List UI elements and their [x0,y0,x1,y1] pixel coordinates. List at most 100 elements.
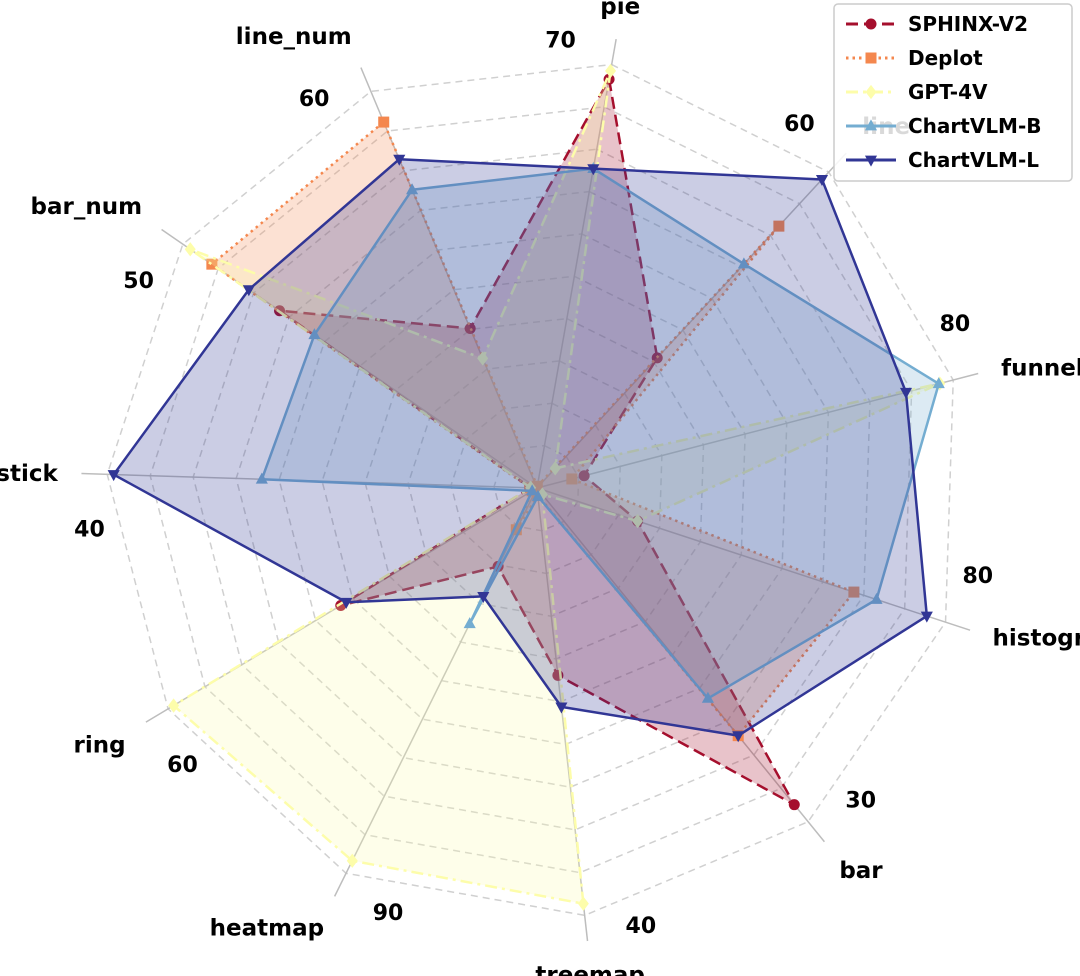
axis-max-label-histogram: 80 [963,564,994,589]
legend-item-GPT-4V: GPT-4V [846,80,988,104]
grid-ring [235,190,830,788]
legend-item-Deplot: Deplot [846,46,983,70]
series-GPT-4V-point [477,351,489,366]
series-GPT-4V [168,63,946,911]
series-Deplot-point [848,586,860,598]
series-line-ChartVLM-B [260,167,941,700]
spoke-heatmap [333,487,538,897]
series-GPT-4V-point [184,242,196,257]
axis-label-funnel: funnel [1001,356,1080,382]
series-ChartVLM-L-point [393,154,406,166]
series-Deplot-point [510,524,522,536]
series-ChartVLM-B-point [531,489,544,501]
axis-max-label-bar: 30 [845,789,876,814]
series-ChartVLM-L-point [107,470,120,482]
series-ChartVLM-L-point [477,591,490,603]
legend-marker-Deplot-point [865,52,877,64]
series-ChartVLM-B [255,162,945,703]
legend-label: GPT-4V [908,80,988,104]
series-area-ChartVLM-B [261,168,939,699]
axis-max-label-line: 60 [784,112,815,137]
series-area-GPT-4V [173,70,940,904]
axis-label-candlestick: candlestick [0,461,58,487]
axis-max-label-heatmap: 90 [373,901,404,926]
axis-max-label-funnel: 80 [940,312,971,337]
axis-label-bar: bar [839,858,883,884]
series-SPHINX-V2-point [788,799,800,811]
series-ChartVLM-L-point [242,285,255,297]
series-SPHINX-V2-point [578,470,590,482]
axis-max-label-candlestick: 40 [74,518,105,543]
series-ChartVLM-L-point [920,611,933,623]
spoke-pie [536,38,617,489]
series-Deplot-point [378,116,390,128]
grid-ring [106,63,954,917]
series-GPT-4V-point [549,461,561,476]
legend-box [833,3,1073,182]
spoke-treemap [536,487,589,942]
series-ChartVLM-L-point [587,164,600,176]
axis-max-label-ring: 60 [167,753,198,778]
legend-item-SPHINX-V2: SPHINX-V2 [846,12,1028,36]
grid-ring [278,233,788,746]
axis-max-label-line_num: 60 [299,87,330,112]
legend-label: ChartVLM-B [908,114,1042,138]
legend-marker-ChartVLM-B-point [864,119,878,131]
series-ChartVLM-B-point [932,377,945,389]
legend-item-ChartVLM-B: ChartVLM-B [846,114,1042,138]
series-ChartVLM-B-point [526,484,539,496]
series-ChartVLM-L-point [815,175,829,187]
legend: SPHINX-V2 Deplot GPT-4V ChartVLM-B ChartVLM-… [833,3,1073,182]
series-ChartVLM-B-point [406,183,419,195]
series-line-ChartVLM-L [112,157,929,737]
axis-label-histogram: histogram [993,626,1080,652]
series-line-Deplot [210,120,856,737]
series-ChartVLM-B-point [737,257,750,269]
axis-label-bar_num: bar_num [31,194,143,220]
series-ChartVLM-L-point [555,702,568,714]
legend-item-ChartVLM-L: ChartVLM-L [846,148,1039,172]
series-ChartVLM-L-point [899,387,913,399]
axis-label-heatmap: heatmap [210,916,324,942]
spoke-histogram [536,487,971,631]
series-ChartVLM-L-point [340,597,353,609]
spoke-line [536,152,847,489]
axis-label-line_num: line_num [236,24,352,50]
legend-label: ChartVLM-L [908,148,1039,172]
series-ChartVLM-B-point [701,691,714,703]
axis-label-pie: pie [600,0,640,20]
series-GPT-4V-point [346,853,358,868]
legend-marker-SPHINX-V2-point [865,18,877,30]
legend-marker-ChartVLM-L-point [864,155,878,167]
axis-max-label-pie: 70 [545,28,576,53]
series-GPT-4V-point [577,896,589,911]
series-ChartVLM-L-point [732,731,745,743]
series-GPT-4V-point [605,63,617,79]
series-ChartVLM-B-point [255,472,268,484]
series-line-SPHINX-V2 [278,77,796,806]
series-Deplot-point [773,220,785,232]
grid-ring [192,148,871,831]
series-area-ChartVLM-L [113,159,927,736]
series-GPT-4V-point [632,513,644,529]
legend-marker-GPT-4V-point [865,84,877,100]
series-area-SPHINX-V2 [279,79,795,805]
series-ChartVLM-B-point [308,328,321,340]
grid-ring [364,317,705,660]
axis-label-treemap: treemap [535,962,645,976]
series-Deplot-point [206,258,218,270]
axis-max-label-bar_num: 50 [123,269,154,294]
series-line-GPT-4V [172,69,942,905]
series-GPT-4V-point [168,698,180,713]
series-area-Deplot [211,122,854,736]
series-ChartVLM-L [107,154,933,743]
series-ChartVLM-B-point [463,617,476,629]
grid-ring [321,275,746,703]
legend-label: SPHINX-V2 [908,12,1028,36]
grid-ring [450,402,622,575]
axis-label-ring: ring [74,732,126,758]
legend-label: Deplot [908,46,983,70]
grid-ring [493,444,580,532]
